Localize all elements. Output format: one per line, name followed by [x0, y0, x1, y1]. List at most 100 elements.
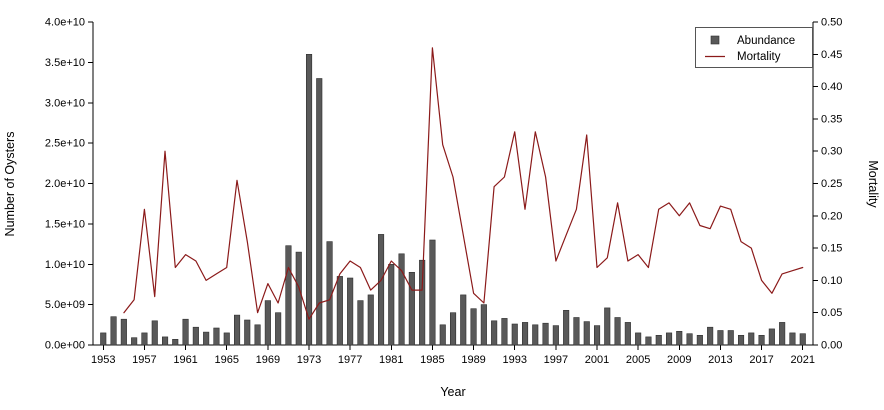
- abundance-bar: [686, 333, 693, 346]
- y-left-tick-label: 1.5e+10: [45, 218, 85, 230]
- abundance-bar: [347, 277, 354, 346]
- y-left-tick-label: 0.0e+00: [45, 340, 85, 352]
- abundance-bar: [120, 318, 127, 346]
- y-left-tick-label: 4.0e+10: [45, 17, 85, 29]
- y-right-tick-label: 0.30: [821, 146, 842, 158]
- abundance-bar: [676, 330, 683, 346]
- abundance-bar: [439, 324, 446, 346]
- x-tick-label: 2013: [708, 354, 732, 366]
- abundance-bar: [305, 53, 313, 346]
- y-right-tick-label: 0.45: [821, 49, 842, 61]
- abundance-bar: [213, 327, 220, 346]
- y-right-tick-label: 0.50: [821, 17, 842, 29]
- abundance-bar: [470, 308, 477, 346]
- abundance-bar: [460, 294, 467, 346]
- abundance-bar: [264, 300, 271, 346]
- abundance-bar: [758, 334, 765, 346]
- y-right-tick-label: 0.20: [821, 210, 842, 222]
- abundance-bar: [532, 324, 539, 346]
- x-tick-label: 2009: [667, 354, 691, 366]
- abundance-bar: [696, 334, 703, 346]
- abundance-bar: [419, 259, 426, 346]
- abundance-bar: [583, 321, 590, 346]
- abundance-bar: [645, 336, 652, 346]
- abundance-bar: [521, 322, 529, 346]
- abundance-bar: [779, 322, 786, 346]
- x-tick-label: 1969: [256, 354, 280, 366]
- y-left-tick-label: 3.5e+10: [45, 57, 85, 69]
- abundance-bar: [398, 253, 405, 346]
- abundance-bar: [316, 78, 323, 346]
- abundance-bar: [336, 276, 343, 346]
- abundance-bar: [748, 332, 755, 346]
- y-left-tick-label: 2.5e+10: [45, 138, 85, 150]
- abundance-bar: [326, 241, 333, 346]
- abundance-bar: [234, 314, 241, 346]
- y-left-tick-label: 3.0e+10: [45, 97, 85, 109]
- y-right-tick-label: 0.10: [821, 275, 842, 287]
- y-left-tick-label: 1.0e+10: [45, 259, 85, 271]
- x-tick-label: 2001: [585, 354, 609, 366]
- abundance-bar: [511, 323, 518, 346]
- abundance-legend-square-icon: [710, 35, 720, 45]
- abundance-bar: [285, 245, 292, 346]
- abundance-bar: [100, 332, 107, 346]
- abundance-bar: [665, 332, 673, 346]
- x-tick-label: 1965: [214, 354, 238, 366]
- abundance-bar: [244, 319, 251, 346]
- x-tick-label: 1961: [173, 354, 197, 366]
- abundance-bar: [429, 239, 436, 346]
- abundance-bar: [480, 304, 487, 346]
- abundance-bar: [141, 332, 148, 346]
- abundance-bar: [573, 317, 580, 346]
- abundance-bar: [563, 309, 570, 346]
- abundance-bar: [367, 294, 374, 346]
- abundance-bar: [789, 332, 796, 346]
- y-left-tick-label: 5.0e+09: [45, 299, 85, 311]
- x-tick-label: 1989: [461, 354, 485, 366]
- x-tick-label: 1981: [379, 354, 403, 366]
- x-tick-label: 1977: [338, 354, 362, 366]
- legend: Abundance Mortality: [695, 27, 813, 68]
- abundance-bar: [593, 325, 601, 346]
- y-axis-title-left: Number of Oysters: [3, 132, 17, 237]
- abundance-bar: [408, 271, 415, 346]
- abundance-bar: [203, 331, 210, 346]
- y-left-tick-label: 2.0e+10: [45, 178, 85, 190]
- abundance-bar: [131, 337, 138, 346]
- abundance-bar: [110, 316, 117, 346]
- y-right-tick-label: 0.00: [821, 340, 842, 352]
- abundance-bar: [717, 330, 724, 346]
- abundance-bar: [707, 326, 714, 346]
- abundance-bar: [655, 334, 662, 346]
- x-tick-label: 1953: [91, 354, 115, 366]
- abundance-bar: [491, 320, 498, 346]
- abundance-bar: [737, 334, 745, 346]
- y-right-tick-label: 0.40: [821, 81, 842, 93]
- x-tick-label: 2017: [749, 354, 773, 366]
- legend-border: [695, 27, 813, 68]
- y-right-tick-label: 0.05: [821, 307, 842, 319]
- y-axis-right-ticks: 0.00 0.05 0.10 0.15 0.20 0.25 0.30 0.35 0.40 0.45…: [813, 17, 842, 352]
- abundance-bar: [388, 263, 395, 346]
- abundance-bar: [624, 322, 631, 346]
- x-axis-ticks: 1953 1957 1961 1965 1969 1973 1977 1981 1985 1989…: [91, 345, 815, 366]
- abundance-bar: [604, 307, 611, 346]
- abundance-bar: [223, 332, 230, 346]
- abundance-bar: [449, 312, 457, 346]
- x-tick-label: 1973: [297, 354, 321, 366]
- x-tick-label: 1993: [502, 354, 526, 366]
- abundance-legend-label: Abundance: [737, 35, 795, 47]
- abundance-bar: [635, 332, 642, 346]
- y-axis-title-right: Mortality: [866, 160, 880, 208]
- abundance-bar: [552, 325, 559, 346]
- x-tick-label: 2021: [790, 354, 814, 366]
- abundance-bar: [799, 333, 806, 346]
- abundance-bar: [727, 330, 734, 346]
- abundance-bars: [100, 53, 806, 346]
- abundance-bar: [151, 320, 158, 346]
- x-tick-label: 1997: [544, 354, 568, 366]
- abundance-bar: [192, 326, 199, 346]
